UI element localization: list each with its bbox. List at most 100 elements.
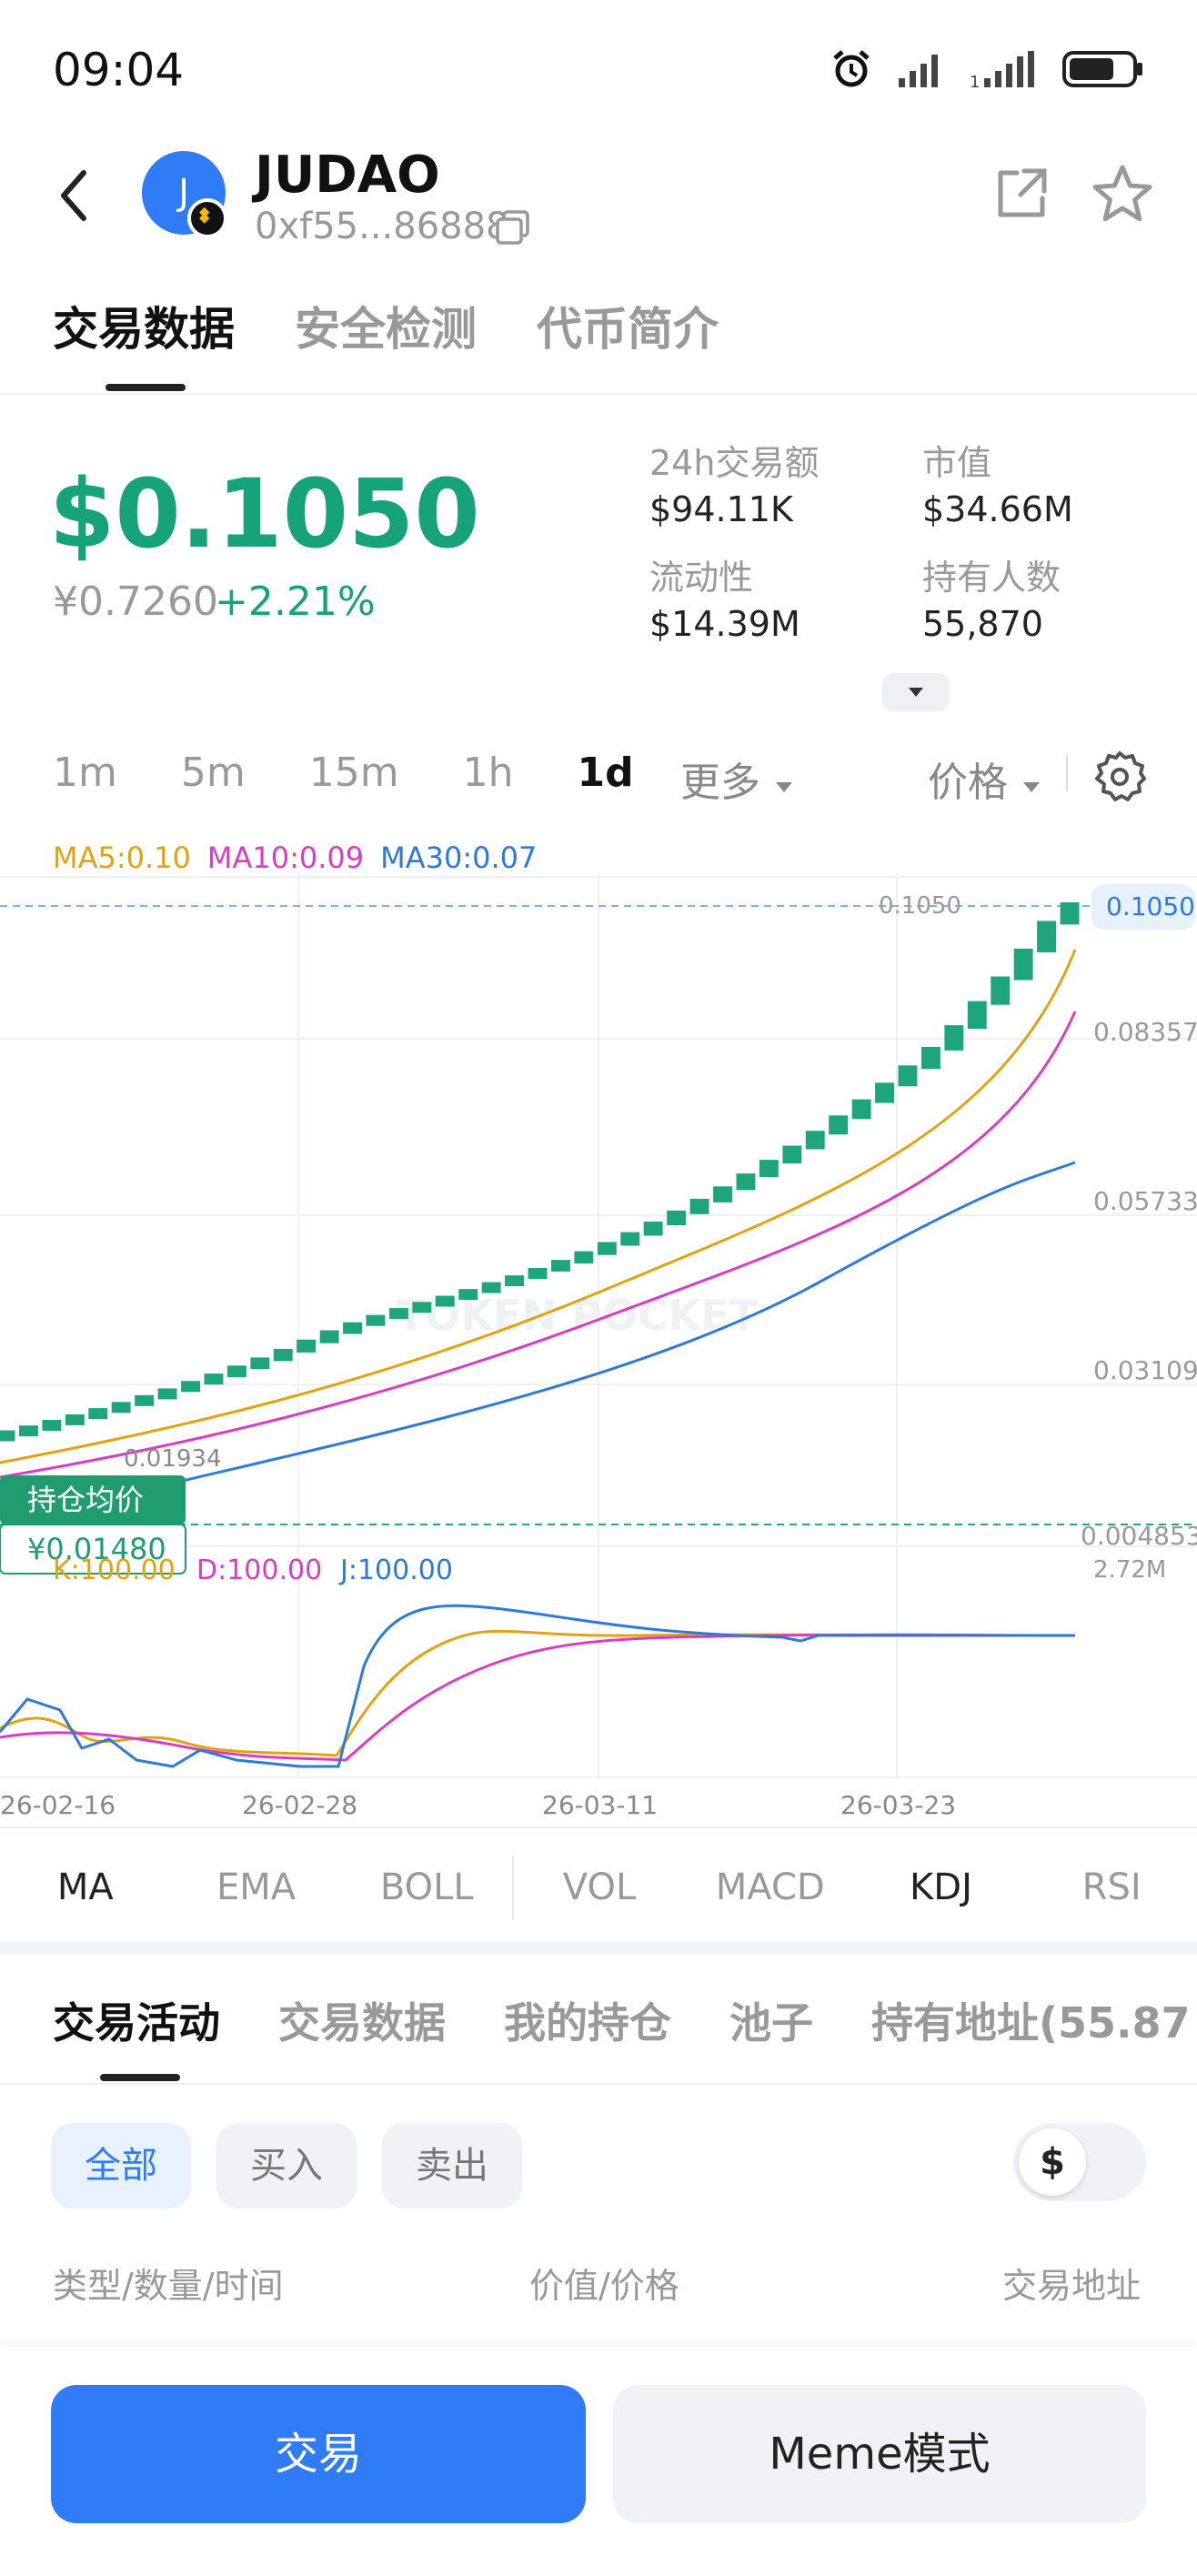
- candle: [458, 1289, 478, 1301]
- candle: [967, 1001, 987, 1030]
- interval-1h[interactable]: 1h: [462, 750, 514, 796]
- interval-selector: 1m 5m 15m 1h 1d: [53, 750, 698, 796]
- indicator-tabs: MA EMA BOLL VOL MACD KDJ RSI: [0, 1837, 1197, 1937]
- stat-value-holders: 55,870: [922, 604, 1043, 644]
- share-icon[interactable]: [993, 166, 1050, 222]
- candle: [551, 1260, 570, 1272]
- interval-1m[interactable]: 1m: [53, 750, 117, 796]
- ma5-label: MA5:0.10: [53, 840, 191, 875]
- interval-5m[interactable]: 5m: [180, 750, 246, 796]
- candle: [851, 1099, 871, 1120]
- candle: [1060, 902, 1080, 925]
- price-change: +2.21%: [215, 579, 376, 625]
- favorite-star-icon[interactable]: [1090, 162, 1155, 227]
- token-address: 0xf55...86888: [255, 206, 509, 247]
- axis-label: 0.05733: [1093, 1186, 1197, 1216]
- candle: [505, 1275, 524, 1287]
- meme-mode-button[interactable]: Meme模式: [613, 2385, 1146, 2523]
- candle: [181, 1381, 200, 1393]
- tab-pools[interactable]: 池子: [729, 1998, 813, 2048]
- chart-watermark: TOKEN POCKET: [397, 1291, 759, 1340]
- tab-trade-stats[interactable]: 交易数据: [278, 1998, 446, 2048]
- candle: [528, 1268, 548, 1280]
- tab-trade-data[interactable]: 交易数据: [53, 303, 235, 356]
- tab-my-holdings[interactable]: 我的持仓: [504, 1998, 671, 2048]
- trade-button[interactable]: 交易: [51, 2385, 586, 2523]
- current-price-tag: 0.1050: [1106, 891, 1195, 921]
- indicator-ema[interactable]: EMA: [216, 1867, 297, 1908]
- signal-icon: [899, 55, 938, 87]
- candle: [759, 1160, 779, 1177]
- interval-15m[interactable]: 15m: [308, 750, 399, 796]
- candle: [88, 1408, 108, 1420]
- interval-more-dropdown[interactable]: 更多: [680, 750, 795, 808]
- price-cny: ¥0.7260: [53, 579, 218, 625]
- candle: [1037, 921, 1056, 952]
- stat-label-liquidity: 流动性: [649, 558, 754, 598]
- tab-token-intro[interactable]: 代币简介: [537, 303, 719, 356]
- indicator-rsi[interactable]: RSI: [1081, 1867, 1142, 1908]
- indicator-boll[interactable]: BOLL: [379, 1867, 474, 1908]
- ma10-label: MA10:0.09: [206, 840, 365, 875]
- candle: [1013, 948, 1033, 981]
- column-header-value: 价值/价格: [529, 2266, 679, 2306]
- tab-trade-activity[interactable]: 交易活动: [53, 1998, 220, 2048]
- low-price-marker: 0.01934: [124, 1445, 222, 1473]
- candle: [689, 1198, 709, 1214]
- tab-security-check[interactable]: 安全检测: [295, 303, 477, 356]
- indicator-macd[interactable]: MACD: [715, 1867, 825, 1908]
- settings-gear-icon[interactable]: [1093, 750, 1146, 802]
- price-mode-label: 价格: [928, 760, 1008, 806]
- volume-label: 2.72M: [1093, 1556, 1166, 1584]
- candle: [736, 1173, 756, 1191]
- candle: [713, 1186, 732, 1202]
- candle: [991, 976, 1011, 1005]
- stat-value-volume: $94.11K: [649, 489, 793, 529]
- candle: [667, 1210, 687, 1225]
- kdj-j-line: [0, 1604, 1075, 1768]
- expand-stats-button[interactable]: [882, 673, 950, 711]
- ma10-line: [0, 1011, 1077, 1479]
- cost-value-bg: [0, 1524, 186, 1575]
- section-divider: [0, 1941, 1197, 1954]
- indicator-kdj[interactable]: KDJ: [910, 1867, 972, 1908]
- candle: [412, 1302, 432, 1313]
- divider: [1066, 755, 1068, 791]
- chain-badge-icon: [187, 198, 227, 238]
- indicator-vol[interactable]: VOL: [562, 1867, 637, 1908]
- filter-all[interactable]: 全部: [51, 2123, 191, 2209]
- price-chart[interactable]: TOKEN POCKET 0.1050 0.1050 0.08357 0.057…: [0, 873, 1197, 1819]
- candle: [597, 1242, 617, 1255]
- candle: [297, 1339, 317, 1353]
- x-tick: 26-03-23: [840, 1790, 956, 1819]
- cost-label-bg: [0, 1475, 186, 1524]
- ma-legend: MA5:0.10 MA10:0.09 MA30:0.07: [53, 840, 537, 875]
- candle: [343, 1322, 362, 1334]
- stat-value-liquidity: $14.39M: [649, 604, 800, 644]
- interval-1d[interactable]: 1d: [577, 750, 634, 796]
- filter-sell[interactable]: 卖出: [382, 2123, 522, 2209]
- x-tick: 26-02-16: [0, 1790, 116, 1819]
- main-tabs: 交易数据 安全检测 代币简介: [53, 293, 719, 358]
- candle: [250, 1357, 270, 1370]
- column-header-address: 交易地址: [1002, 2266, 1142, 2306]
- ma30-label: MA30:0.07: [380, 840, 538, 875]
- signal-2-icon: 1: [970, 51, 1034, 89]
- candle: [782, 1145, 802, 1164]
- back-button[interactable]: [51, 164, 96, 227]
- candle: [42, 1420, 62, 1431]
- price-mode-dropdown[interactable]: 价格: [928, 750, 1042, 808]
- caret-down-icon: [909, 688, 923, 697]
- indicator-ma[interactable]: MA: [56, 1867, 114, 1908]
- candles-group: [0, 902, 1080, 1442]
- cost-value: ¥0.01480: [27, 1532, 166, 1566]
- x-tick: 26-02-28: [242, 1790, 357, 1819]
- current-price-inline: 0.1050: [879, 892, 961, 920]
- candle: [435, 1295, 455, 1307]
- filter-buy[interactable]: 买入: [216, 2123, 357, 2209]
- token-name: JUDAO: [255, 146, 440, 205]
- candle: [135, 1394, 155, 1406]
- copy-icon[interactable]: [495, 209, 531, 246]
- tab-holder-addresses[interactable]: 持有地址(55.87: [871, 1998, 1191, 2048]
- candle: [875, 1082, 894, 1103]
